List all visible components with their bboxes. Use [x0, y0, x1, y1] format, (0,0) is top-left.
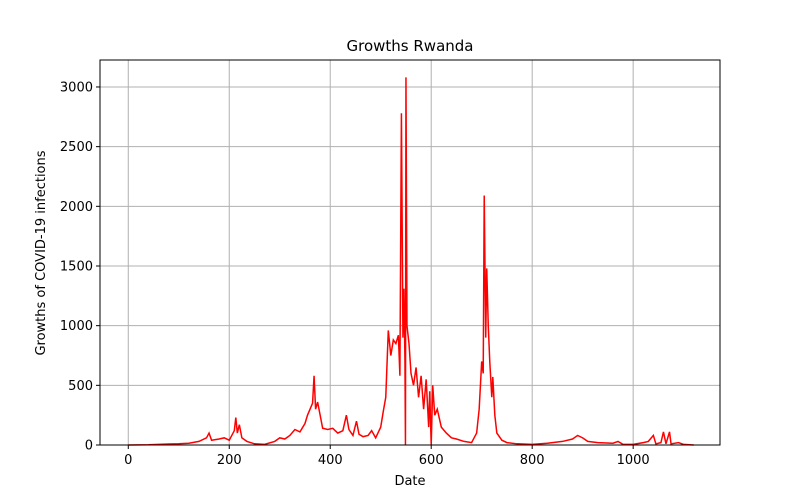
x-tick-label: 0 [124, 453, 132, 468]
y-tick-label: 1500 [60, 259, 93, 274]
x-axis-label: Date [394, 474, 425, 489]
plot-frame [99, 59, 721, 446]
x-tick-label: 600 [419, 453, 444, 468]
y-tick-label: 2500 [60, 140, 93, 155]
y-tick-label: 2000 [60, 200, 93, 215]
y-tick-label: 3000 [60, 80, 93, 95]
x-tick-label: 200 [217, 453, 242, 468]
y-tick-label: 500 [68, 379, 93, 394]
x-tick-label: 400 [318, 453, 343, 468]
x-tick-label: 1000 [617, 453, 650, 468]
y-tick-label: 0 [85, 439, 93, 454]
chart-title: Growths Rwanda [347, 37, 474, 55]
data-line [128, 77, 694, 446]
y-tick-label: 1000 [60, 319, 93, 334]
x-tick-label: 800 [520, 453, 545, 468]
y-axis-label: Growths of COVID-19 infections [34, 150, 49, 355]
